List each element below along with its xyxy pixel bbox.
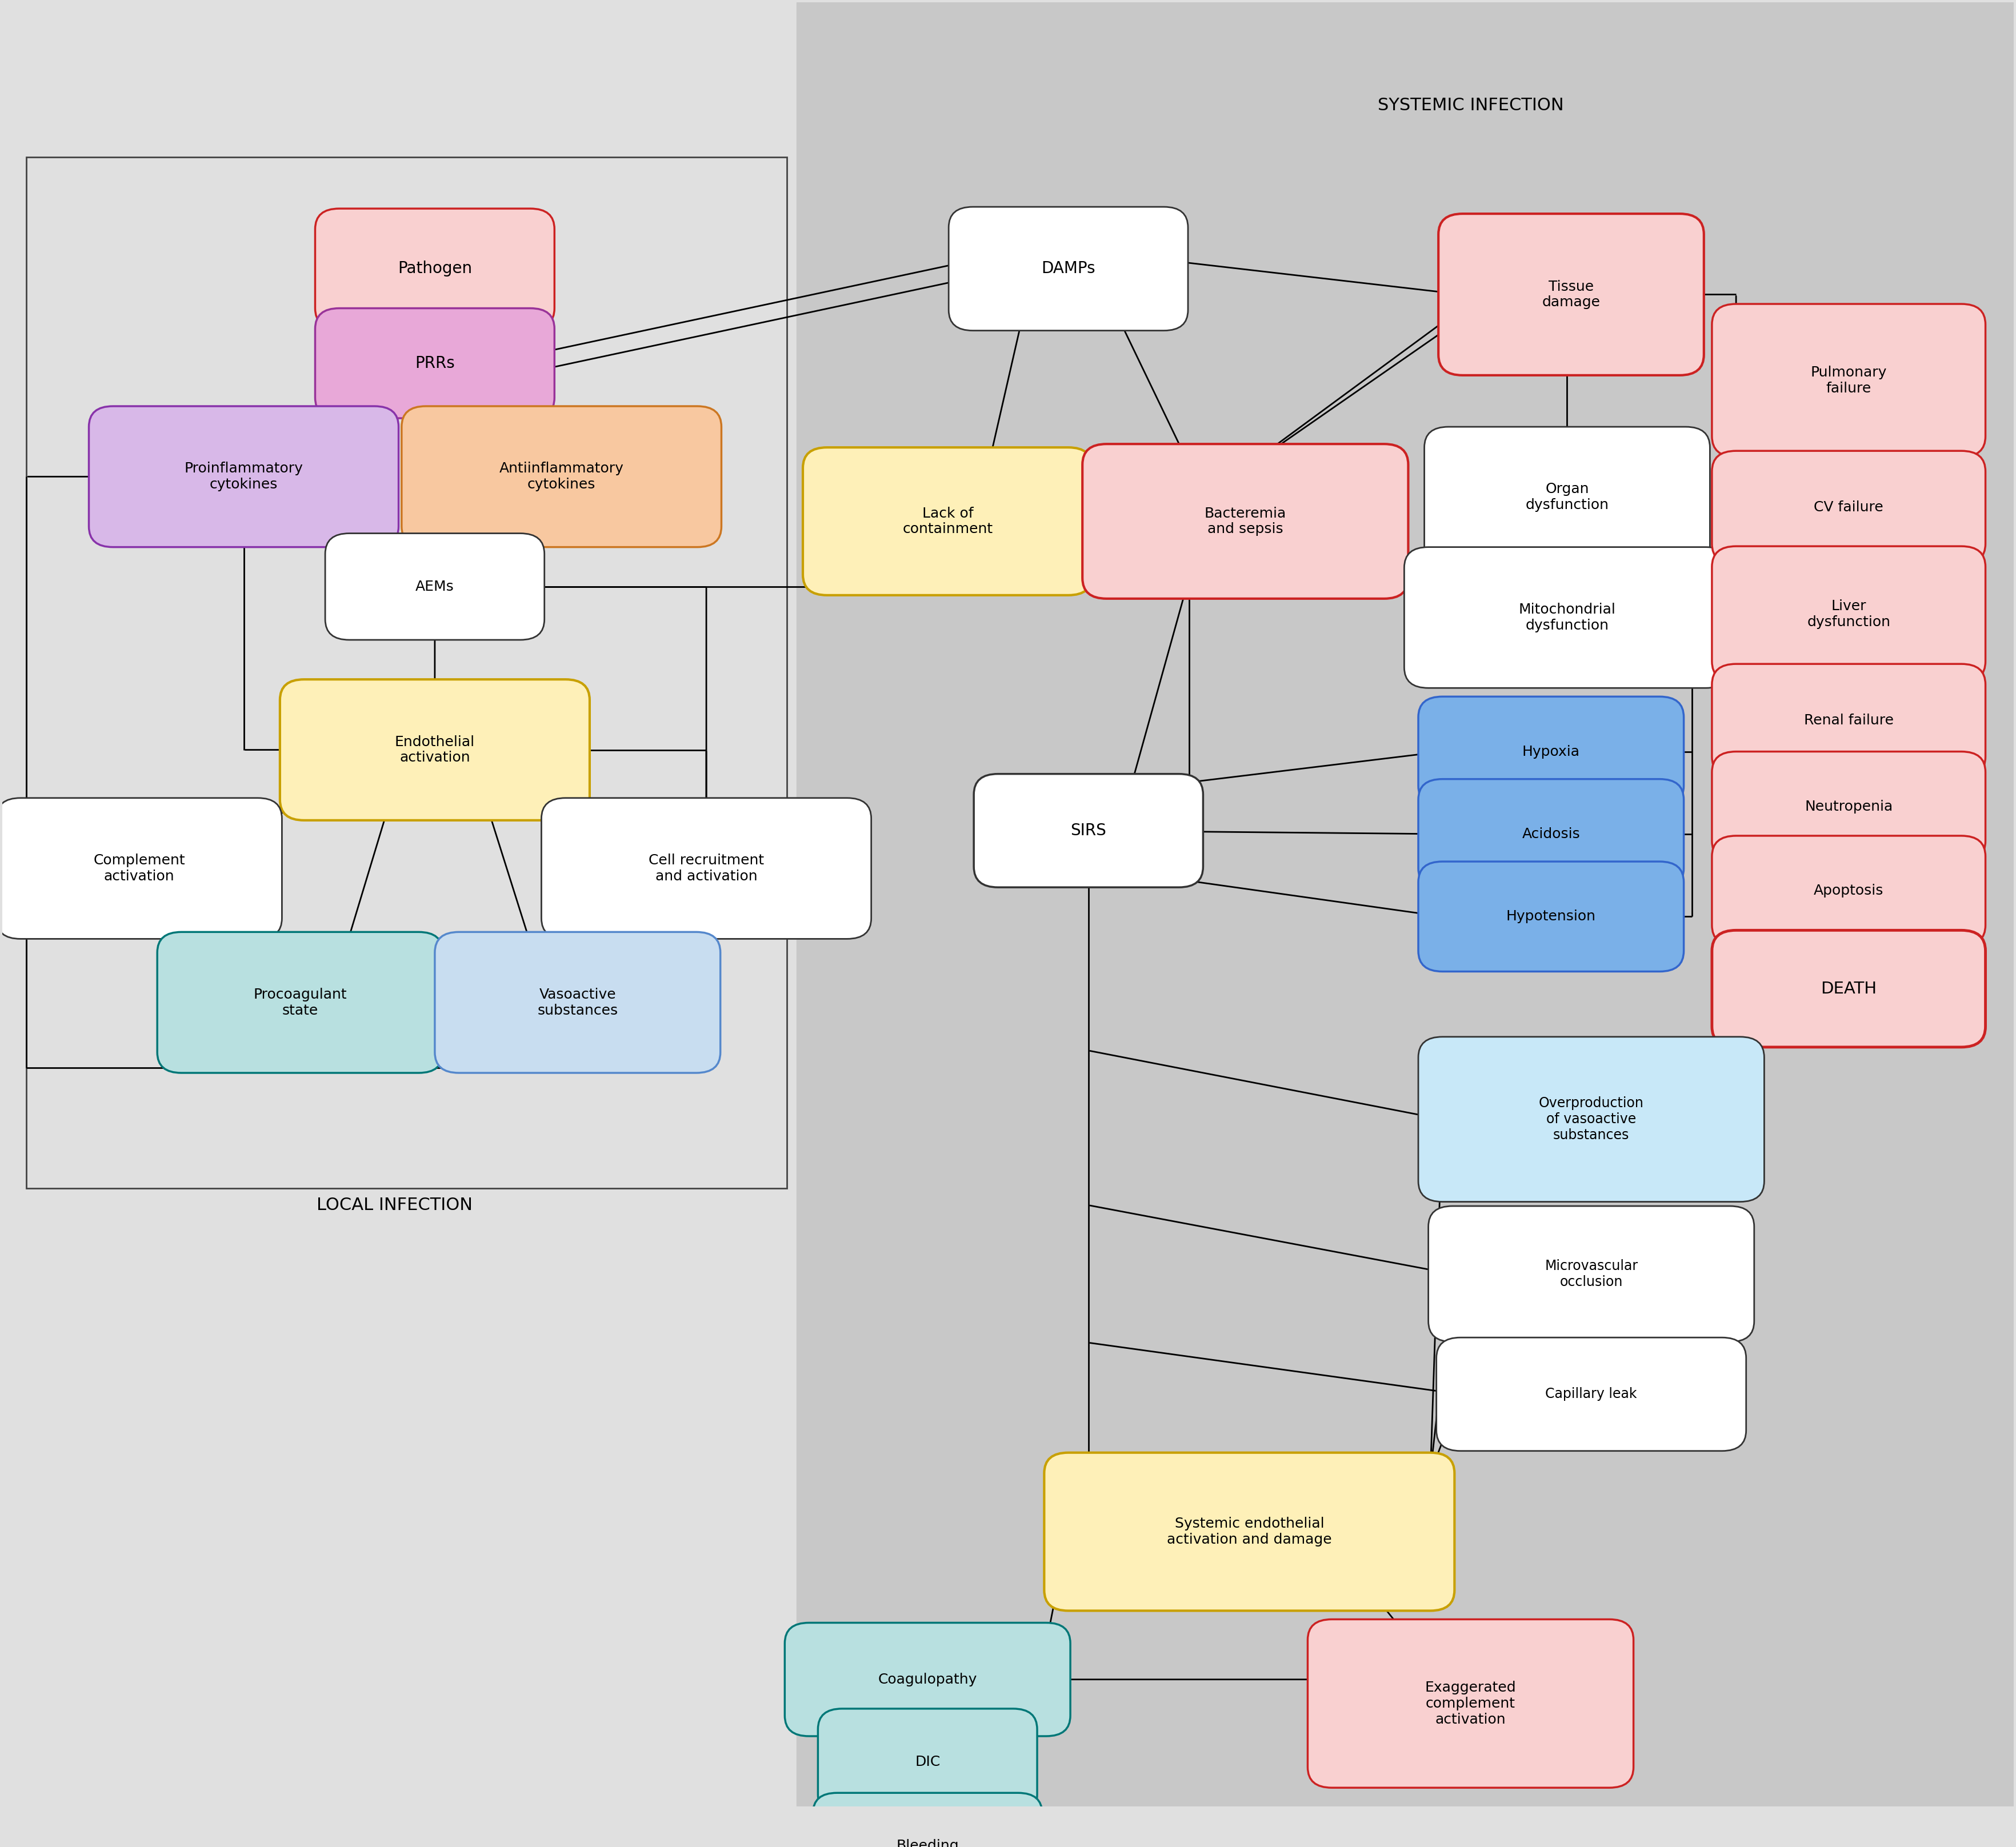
Text: Mitochondrial
dysfunction: Mitochondrial dysfunction [1518,602,1615,632]
Text: DAMPs: DAMPs [1042,260,1095,277]
FancyBboxPatch shape [802,447,1093,595]
Text: PRRs: PRRs [415,355,456,371]
FancyBboxPatch shape [1712,451,1986,565]
Text: Vasoactive
substances: Vasoactive substances [538,988,619,1018]
Text: Endothelial
activation: Endothelial activation [395,735,476,765]
Bar [26,157,786,1188]
Text: SYSTEMIC INFECTION: SYSTEMIC INFECTION [1377,98,1564,115]
FancyBboxPatch shape [1308,1620,1633,1788]
Text: Proinflammatory
cytokines: Proinflammatory cytokines [183,462,302,491]
Text: Complement
activation: Complement activation [93,853,185,883]
Text: Renal failure: Renal failure [1804,713,1893,728]
Text: Apoptosis: Apoptosis [1814,885,1883,898]
Text: Exaggerated
complement
activation: Exaggerated complement activation [1425,1681,1516,1727]
Text: Procoagulant
state: Procoagulant state [254,988,347,1018]
Text: DEATH: DEATH [1820,981,1877,997]
FancyBboxPatch shape [401,406,722,547]
FancyBboxPatch shape [280,680,589,820]
Text: SIRS: SIRS [1070,822,1107,839]
Text: Bleeding: Bleeding [897,1840,960,1847]
Text: Overproduction
of vasoactive
substances: Overproduction of vasoactive substances [1538,1097,1643,1141]
Text: Acidosis: Acidosis [1522,827,1581,840]
Text: AEMs: AEMs [415,580,454,593]
Text: Bacteremia
and sepsis: Bacteremia and sepsis [1204,506,1286,536]
Text: Organ
dysfunction: Organ dysfunction [1526,482,1609,512]
FancyBboxPatch shape [1419,696,1683,807]
FancyBboxPatch shape [784,1624,1070,1736]
FancyBboxPatch shape [157,933,444,1073]
FancyBboxPatch shape [435,933,720,1073]
Bar [796,2,2014,1806]
Text: Hypotension: Hypotension [1506,911,1597,924]
Text: Coagulopathy: Coagulopathy [879,1673,978,1686]
Text: CV failure: CV failure [1814,501,1883,515]
Text: Capillary leak: Capillary leak [1546,1387,1637,1402]
Text: Tissue
damage: Tissue damage [1542,279,1601,308]
FancyBboxPatch shape [1405,547,1730,687]
FancyBboxPatch shape [812,1793,1042,1847]
Text: Systemic endothelial
activation and damage: Systemic endothelial activation and dama… [1167,1516,1333,1546]
FancyBboxPatch shape [1712,835,1986,946]
FancyBboxPatch shape [1712,305,1986,456]
Text: Cell recruitment
and activation: Cell recruitment and activation [649,853,764,883]
FancyBboxPatch shape [1712,931,1986,1047]
FancyBboxPatch shape [950,207,1187,331]
Text: Antiinflammatory
cytokines: Antiinflammatory cytokines [500,462,623,491]
FancyBboxPatch shape [974,774,1204,887]
Text: Liver
dysfunction: Liver dysfunction [1806,598,1891,628]
FancyBboxPatch shape [1419,861,1683,972]
FancyBboxPatch shape [1712,752,1986,861]
FancyBboxPatch shape [1437,214,1704,375]
FancyBboxPatch shape [818,1708,1036,1816]
FancyBboxPatch shape [1419,1036,1764,1202]
FancyBboxPatch shape [89,406,399,547]
FancyBboxPatch shape [1429,1206,1754,1341]
FancyBboxPatch shape [314,308,554,417]
Text: Pathogen: Pathogen [397,260,472,277]
FancyBboxPatch shape [1425,427,1710,567]
FancyBboxPatch shape [1083,443,1409,598]
FancyBboxPatch shape [1435,1337,1746,1452]
Text: LOCAL INFECTION: LOCAL INFECTION [317,1197,472,1213]
FancyBboxPatch shape [1712,663,1986,778]
FancyBboxPatch shape [1044,1452,1454,1611]
FancyBboxPatch shape [1419,779,1683,888]
Text: Neutropenia: Neutropenia [1804,800,1893,813]
Text: DIC: DIC [915,1755,939,1769]
FancyBboxPatch shape [325,534,544,639]
Text: Hypoxia: Hypoxia [1522,744,1581,759]
FancyBboxPatch shape [0,798,282,938]
FancyBboxPatch shape [314,209,554,329]
Text: Microvascular
occlusion: Microvascular occlusion [1544,1260,1637,1289]
Text: Lack of
containment: Lack of containment [903,506,992,536]
FancyBboxPatch shape [1712,547,1986,682]
Text: Pulmonary
failure: Pulmonary failure [1810,366,1887,395]
FancyBboxPatch shape [542,798,871,938]
